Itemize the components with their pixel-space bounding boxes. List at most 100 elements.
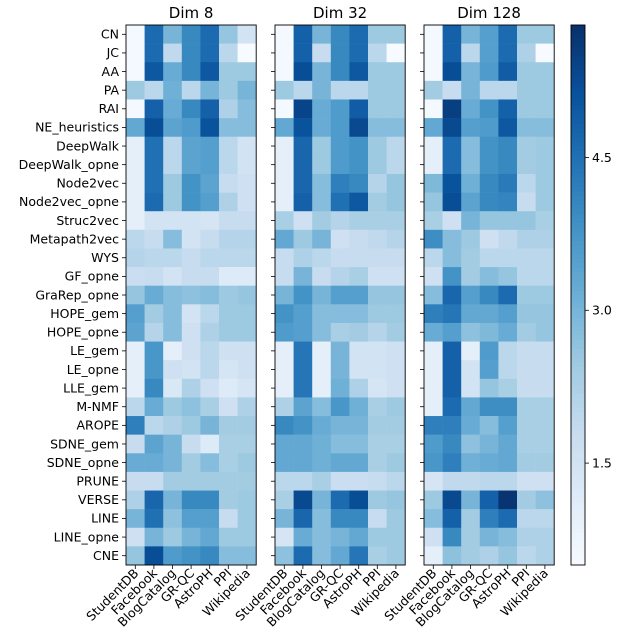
heatmap-cell: [442, 490, 462, 510]
colorbar-segment: [571, 484, 585, 489]
heatmap-cell: [424, 341, 443, 361]
heatmap-cell: [275, 341, 294, 361]
heatmap-cell: [237, 267, 257, 286]
heatmap-cell: [330, 360, 350, 380]
heatmap-cell: [219, 211, 238, 231]
heatmap-cell: [330, 397, 350, 417]
heatmap-cell: [275, 118, 294, 138]
heatmap-cell: [535, 509, 555, 529]
heatmap-cell: [368, 471, 387, 491]
colorbar-segment: [571, 344, 585, 350]
colorbar-segment: [571, 173, 585, 179]
heatmap-cell: [200, 136, 220, 156]
heatmap-cell: [200, 304, 220, 324]
heatmap-cell: [293, 471, 313, 491]
heatmap-cell: [498, 434, 518, 454]
heatmap-cell: [386, 155, 406, 175]
heatmap-cell: [126, 546, 145, 566]
heatmap-cell: [330, 229, 350, 249]
heatmap-cell: [312, 509, 332, 529]
heatmap-cell: [424, 453, 443, 473]
heatmap-cell: [461, 192, 481, 212]
heatmap-cell: [181, 43, 201, 63]
heatmap-cell: [293, 527, 313, 547]
colorbar-segment: [571, 47, 585, 53]
heatmap-cell: [312, 527, 332, 547]
colorbar-segment: [571, 497, 585, 503]
colorbar-segment: [571, 304, 585, 309]
heatmap-cell: [144, 267, 164, 286]
heatmap-cell: [200, 155, 220, 175]
colorbar-segment: [571, 286, 585, 291]
row-label: DeepWalk: [56, 138, 120, 153]
heatmap-cell: [275, 490, 294, 510]
heatmap-cell: [293, 490, 313, 510]
heatmap-cell: [144, 471, 164, 491]
heatmap-cell: [517, 434, 536, 454]
heatmap-cell: [330, 192, 350, 212]
heatmap-cell: [126, 322, 145, 342]
heatmap-cell: [479, 267, 499, 286]
heatmap-cell: [219, 341, 238, 361]
heatmap-cell: [126, 136, 145, 156]
heatmap-cell: [461, 546, 481, 566]
colorbar-segment: [571, 83, 585, 89]
heatmap-cell: [424, 360, 443, 380]
heatmap-cell: [237, 341, 257, 361]
heatmap-cell: [163, 229, 183, 249]
heatmap-cell: [200, 229, 220, 249]
heatmap-cell: [442, 192, 462, 212]
heatmap-cell: [368, 155, 387, 175]
colorbar-segment: [571, 349, 585, 354]
heatmap-cell: [386, 416, 406, 435]
heatmap-cell: [349, 304, 369, 324]
heatmap-cell: [349, 527, 369, 547]
heatmap-cell: [424, 229, 443, 249]
heatmap-cell: [386, 360, 406, 380]
heatmap-cell: [200, 25, 220, 44]
heatmap-cell: [312, 267, 332, 286]
row-label: PRUNE: [76, 474, 119, 489]
heatmap-cell: [237, 546, 257, 566]
colorbar-segment: [571, 380, 585, 386]
colorbar-segment: [571, 421, 585, 426]
colorbar-segment: [571, 232, 585, 237]
heatmap-cell: [386, 341, 406, 361]
row-label: VERSE: [78, 492, 119, 507]
heatmap-cell: [349, 453, 369, 473]
heatmap-cell: [517, 118, 536, 138]
heatmap-cell: [144, 546, 164, 566]
heatmap-cell: [219, 229, 238, 249]
heatmap-cell: [479, 43, 499, 63]
heatmap-cell: [330, 155, 350, 175]
heatmap-cell: [330, 490, 350, 510]
colorbar-segment: [571, 106, 585, 111]
heatmap-cell: [368, 360, 387, 380]
heatmap-cell: [461, 211, 481, 231]
heatmap-cell: [219, 378, 238, 398]
heatmap-cell: [181, 546, 201, 566]
colorbar-segment: [571, 488, 585, 494]
heatmap-cell: [237, 453, 257, 473]
heatmap-cell: [181, 25, 201, 44]
heatmap-cell: [498, 304, 518, 324]
heatmap-cell: [349, 211, 369, 231]
heatmap-cell: [461, 155, 481, 175]
heatmap-cell: [237, 322, 257, 342]
heatmap-cell: [517, 490, 536, 510]
heatmap-cell: [498, 211, 518, 231]
heatmap-cell: [293, 155, 313, 175]
heatmap-cell: [461, 490, 481, 510]
heatmap-cell: [424, 118, 443, 138]
heatmap-cell: [181, 99, 201, 119]
heatmap-cell: [163, 248, 183, 268]
colorbar-segment: [571, 335, 585, 341]
heatmap-cell: [442, 62, 462, 82]
heatmap-cell: [293, 546, 313, 566]
heatmap-cell: [386, 62, 406, 82]
heatmap-cell: [349, 416, 369, 435]
colorbar-segment: [571, 547, 585, 552]
heatmap-cell: [144, 434, 164, 454]
colorbar-segment: [571, 119, 585, 125]
heatmap-cell: [535, 285, 555, 305]
